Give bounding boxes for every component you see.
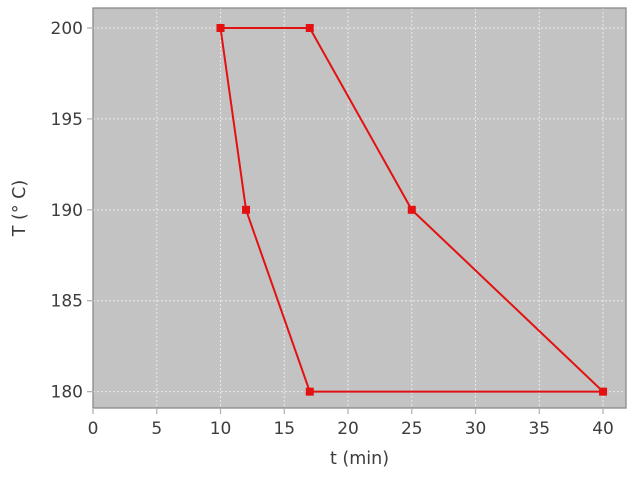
y-axis-label: T (° C) bbox=[10, 180, 30, 237]
data-point bbox=[216, 24, 225, 32]
data-point bbox=[407, 205, 416, 214]
y-tick-label: 180 bbox=[51, 383, 83, 403]
x-tick-label: 35 bbox=[528, 419, 550, 439]
x-tick-label: 10 bbox=[210, 419, 232, 439]
x-tick-label: 20 bbox=[337, 419, 359, 439]
x-tick-label: 15 bbox=[273, 419, 295, 439]
data-point bbox=[305, 387, 314, 396]
x-tick-label: 0 bbox=[88, 419, 99, 439]
data-point bbox=[305, 24, 314, 32]
data-point bbox=[599, 387, 608, 396]
x-tick-label: 25 bbox=[401, 419, 423, 439]
plot-area bbox=[93, 8, 626, 408]
data-point bbox=[242, 205, 251, 214]
x-tick-label: 5 bbox=[151, 419, 162, 439]
x-tick-label: 40 bbox=[592, 419, 614, 439]
y-tick-label: 195 bbox=[51, 110, 83, 130]
y-tick-label: 200 bbox=[51, 19, 83, 39]
y-tick-label: 185 bbox=[51, 292, 83, 312]
plot-border bbox=[92, 7, 627, 409]
x-tick-label: 30 bbox=[465, 419, 487, 439]
x-axis-label: t (min) bbox=[330, 449, 389, 469]
y-tick-label: 190 bbox=[51, 201, 83, 221]
